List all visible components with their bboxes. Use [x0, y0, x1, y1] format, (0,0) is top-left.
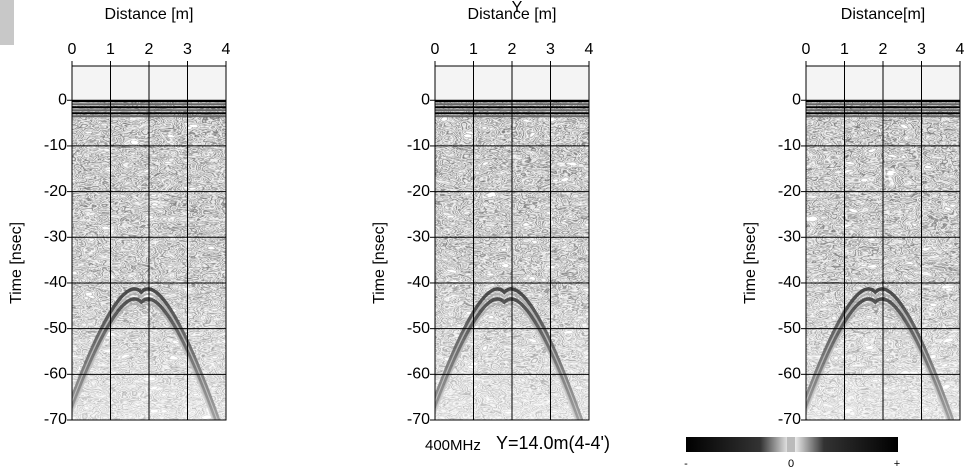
y-tick-label: -10 — [407, 137, 430, 154]
x-tick-label: 3 — [546, 41, 555, 58]
colorbar-label: - — [684, 458, 688, 470]
y-tick-label: -60 — [44, 366, 67, 383]
y-tick-label: -10 — [44, 137, 67, 154]
y-tick-label: -50 — [778, 320, 801, 337]
x-tick-label: 3 — [183, 41, 192, 58]
y-tick-label: -60 — [407, 366, 430, 383]
y-tick-label: -40 — [778, 274, 801, 291]
x-tick-label: 2 — [145, 41, 154, 58]
y-axis-title: Time [nsec] — [742, 222, 759, 304]
x-tick-label: 0 — [802, 41, 811, 58]
y-axis-title: Time [nsec] — [371, 222, 388, 304]
y-tick-label: -70 — [778, 411, 801, 428]
y-tick-label: -20 — [44, 183, 67, 200]
y-tick-label: -20 — [778, 183, 801, 200]
x-axis-title: Distance [m] — [105, 6, 194, 23]
x-tick-label: 1 — [840, 41, 849, 58]
y-tick-label: -20 — [407, 183, 430, 200]
x-tick-label: 2 — [879, 41, 888, 58]
x-tick-label: 1 — [469, 41, 478, 58]
y-tick-label: -30 — [44, 229, 67, 246]
x-tick-label: 2 — [508, 41, 517, 58]
x-tick-label: 4 — [222, 41, 231, 58]
y-tick-label: -50 — [407, 320, 430, 337]
y-tick-label: -50 — [44, 320, 67, 337]
x-tick-label: 4 — [956, 41, 964, 58]
corner-mark — [0, 0, 14, 45]
caption-frequency: 400MHz — [425, 437, 481, 454]
radargram-image — [72, 66, 226, 420]
colorbar-mid — [787, 437, 795, 452]
x-axis-title: Distance [m] — [468, 6, 557, 23]
y-axis-title: Time [nsec] — [8, 222, 25, 304]
x-tick-label: 1 — [106, 41, 115, 58]
y-tick-label: -30 — [778, 229, 801, 246]
radargram-image — [806, 66, 960, 420]
annotation: Y — [512, 0, 523, 16]
x-tick-label: 0 — [68, 41, 77, 58]
colorbar-label: + — [894, 458, 900, 470]
y-tick-label: -40 — [407, 274, 430, 291]
y-tick-label: -30 — [407, 229, 430, 246]
y-tick-label: 0 — [421, 91, 430, 108]
y-tick-label: -10 — [778, 137, 801, 154]
x-tick-label: 3 — [917, 41, 926, 58]
caption-position: Y=14.0m(4-4') — [496, 433, 610, 453]
y-tick-label: -40 — [44, 274, 67, 291]
x-tick-label: 4 — [585, 41, 594, 58]
colorbar-label: 0 — [788, 458, 794, 470]
y-tick-label: -70 — [44, 411, 67, 428]
x-tick-label: 0 — [431, 41, 440, 58]
y-tick-label: 0 — [58, 91, 67, 108]
radargram-image — [435, 66, 589, 420]
y-tick-label: -70 — [407, 411, 430, 428]
y-tick-label: -60 — [778, 366, 801, 383]
x-axis-title: Distance[m] — [841, 6, 925, 23]
y-tick-label: 0 — [792, 91, 801, 108]
